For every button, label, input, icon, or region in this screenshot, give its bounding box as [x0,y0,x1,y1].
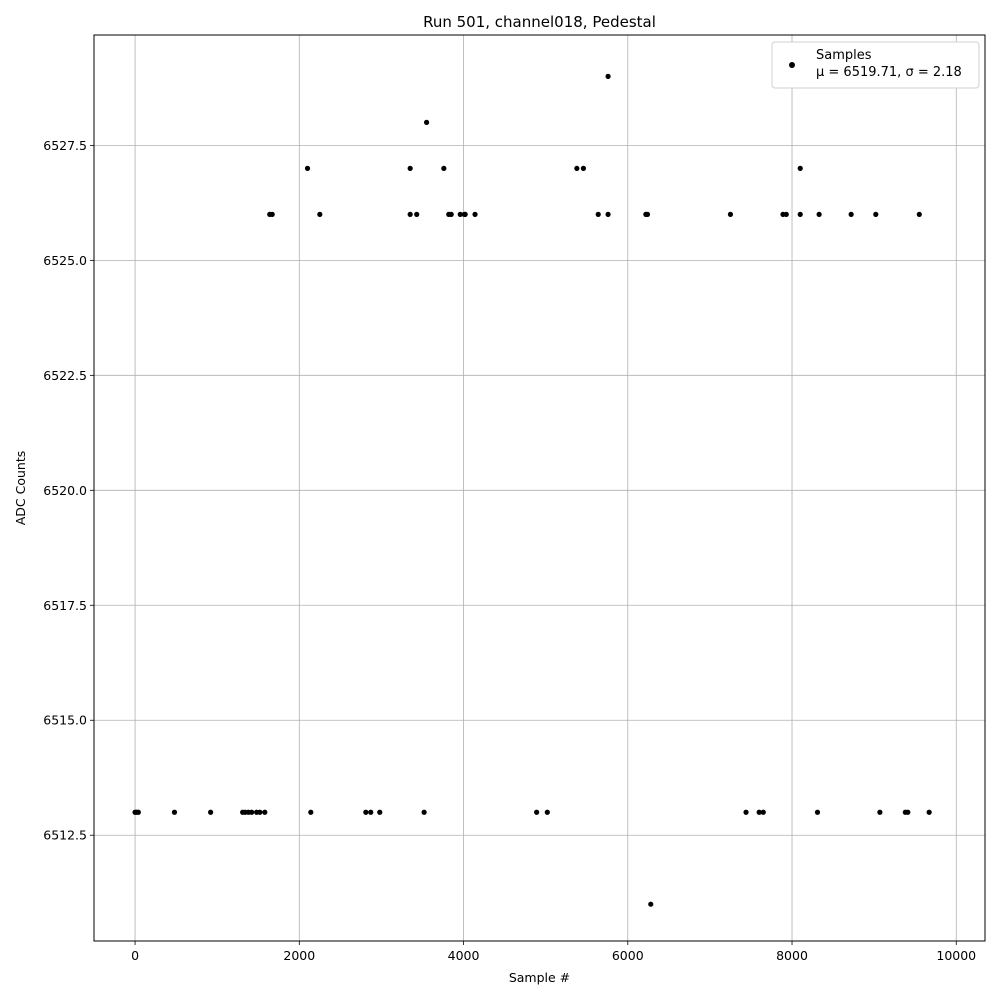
data-point [377,809,383,815]
data-point [407,211,413,217]
x-tick-label: 8000 [776,948,808,963]
data-point [414,211,420,217]
data-point [472,211,478,217]
data-point [135,809,141,815]
data-point [544,809,550,815]
data-point [457,211,463,217]
data-point [756,809,762,815]
legend-label: Samples [816,48,872,63]
data-point [441,165,447,171]
data-point [574,165,580,171]
legend-stats: μ = 6519.71, σ = 2.18 [816,65,962,80]
data-point [926,809,932,815]
data-point [317,211,323,217]
chart-title: Run 501, channel018, Pedestal [423,13,656,31]
data-point [363,809,369,815]
y-tick-label: 6522.5 [43,368,87,383]
data-point [208,809,214,815]
data-point [257,809,263,815]
data-point [873,211,879,217]
x-tick-label: 4000 [448,948,480,963]
legend-box [771,41,980,89]
data-point [368,809,374,815]
data-point [783,211,789,217]
y-tick-label: 6525.0 [43,253,87,268]
data-point [877,809,883,815]
grid-lines [94,35,985,941]
data-point [816,211,822,217]
data-point [797,165,803,171]
data-point [462,211,468,217]
data-point [814,809,821,815]
data-point [407,165,413,171]
data-point [595,211,601,217]
data-point [580,165,587,171]
y-tick-label: 6520.0 [43,483,87,498]
data-point [905,809,911,815]
y-tick-label: 6517.5 [43,598,87,613]
y-tick-label: 6515.0 [43,713,87,728]
data-point [648,901,654,907]
data-point [605,73,611,79]
x-tick-label: 2000 [283,948,315,963]
axis-ticks: 0 2000 4000 6000 8000 10000 6512.5 6515.0 6517.5… [43,138,976,963]
data-point [743,809,749,815]
plot-frame [93,34,986,942]
y-axis-label: ADC Counts [13,451,28,526]
data-point [249,809,255,815]
data-point [269,211,275,217]
data-point [760,809,766,815]
data-point [916,211,922,217]
data-point [534,809,540,815]
legend: Samples μ = 6519.71, σ = 2.18 [771,41,980,89]
data-point [797,211,803,217]
x-tick-label: 6000 [612,948,644,963]
data-point [448,211,454,217]
data-points [132,73,932,907]
data-point [423,119,430,125]
data-point [421,809,427,815]
data-point [727,211,734,217]
data-point [644,211,651,217]
data-point [605,211,611,217]
data-point [848,211,854,217]
y-tick-label: 6512.5 [43,828,87,843]
x-axis-label: Sample # [509,970,570,985]
x-tick-label: 10000 [936,948,976,963]
data-point [171,809,178,815]
data-point [308,809,314,815]
data-point [304,165,311,171]
x-tick-label: 0 [131,948,139,963]
y-tick-label: 6527.5 [43,138,87,153]
data-point [262,809,268,815]
legend-marker [789,62,795,68]
